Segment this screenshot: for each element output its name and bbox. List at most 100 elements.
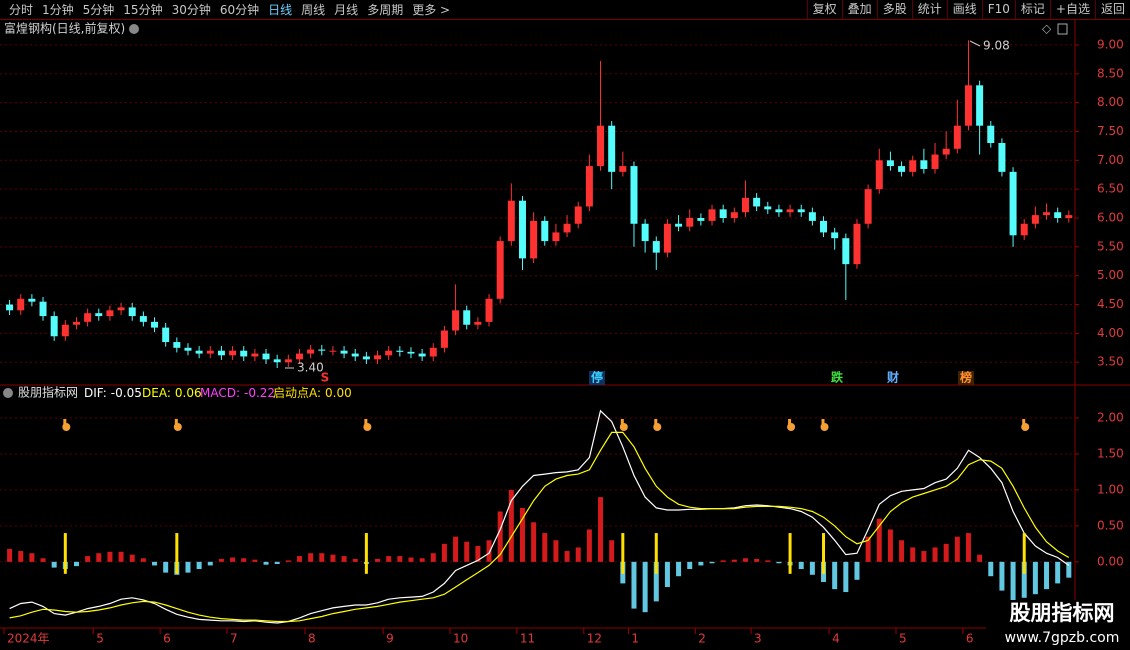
tool-button[interactable]: 统计 xyxy=(911,0,947,19)
period-tab[interactable]: 15分钟 xyxy=(123,3,163,17)
hand-palm xyxy=(820,423,829,431)
tool-button[interactable]: 多股 xyxy=(876,0,912,19)
macd-bar xyxy=(96,553,102,562)
macd-bar xyxy=(687,561,693,570)
pane-icon: ◇ xyxy=(1042,22,1052,36)
candle-body xyxy=(541,220,549,242)
event-badge xyxy=(589,371,605,385)
tool-button[interactable]: 叠加 xyxy=(841,0,877,19)
period-tab[interactable]: 周线 xyxy=(301,3,326,17)
candle-body xyxy=(6,304,14,311)
macd-bar xyxy=(664,561,670,588)
candle-body xyxy=(452,310,460,331)
candle-body xyxy=(652,241,660,253)
candle-body xyxy=(295,353,303,360)
y-tick-label: 6.00 xyxy=(1097,211,1124,225)
candle-body xyxy=(641,223,649,242)
y-tick-label: 0.50 xyxy=(1097,518,1124,532)
candle-body xyxy=(61,324,69,337)
candle-body xyxy=(697,218,705,221)
macd-bar xyxy=(107,551,113,562)
hand-palm xyxy=(173,423,182,431)
candle-body xyxy=(173,342,181,348)
macd-bar xyxy=(7,548,13,562)
tool-button[interactable]: 返回 xyxy=(1094,0,1130,19)
macd-bar xyxy=(731,559,737,562)
hand-palm xyxy=(787,423,796,431)
event-marker: S xyxy=(321,371,330,385)
macd-bar xyxy=(274,561,280,564)
signal-bar xyxy=(788,533,792,574)
signal-icon xyxy=(787,419,796,431)
signal-bar xyxy=(63,533,67,574)
signal-bar xyxy=(364,533,368,574)
event-marker: 停 xyxy=(591,370,603,385)
macd-bar xyxy=(1044,561,1050,590)
period-tab[interactable]: 更多 > xyxy=(412,3,451,17)
legend-value: -0.05 xyxy=(111,386,142,400)
signal-icon xyxy=(619,419,628,431)
event-badge xyxy=(958,371,974,385)
period-tab[interactable]: 60分钟 xyxy=(219,3,260,17)
candle-body xyxy=(1009,171,1017,236)
signal-bar xyxy=(175,533,179,574)
y-tick-label: 7.00 xyxy=(1097,153,1124,167)
y-tick-label: 1.00 xyxy=(1097,482,1124,496)
y-tick-label: 0.00 xyxy=(1097,554,1124,568)
hand-palm xyxy=(62,423,71,431)
legend-value: 0.06 xyxy=(175,386,202,400)
tool-button[interactable]: 标记 xyxy=(1014,0,1050,19)
candle-body xyxy=(764,206,772,210)
tool-button[interactable]: +自选 xyxy=(1049,0,1095,19)
period-tab[interactable]: 5分钟 xyxy=(82,3,115,17)
y-tick-label: 6.50 xyxy=(1097,182,1124,196)
candle-body xyxy=(1043,212,1051,216)
candle-body xyxy=(864,189,872,224)
event-marker: 财 xyxy=(886,370,899,385)
candle-body xyxy=(976,85,984,126)
candle-body xyxy=(251,353,259,357)
candle-body xyxy=(563,223,571,233)
tool-button[interactable]: 画线 xyxy=(946,0,982,19)
x-tick-label: 2024年 xyxy=(7,632,50,646)
macd-bar xyxy=(899,540,905,562)
macd-bar xyxy=(1021,561,1027,598)
candle-body xyxy=(619,166,627,172)
period-tab[interactable]: 日线 xyxy=(268,3,293,17)
candle-body xyxy=(39,301,47,317)
x-tick-label: 8 xyxy=(308,632,316,646)
tool-button[interactable]: 复权 xyxy=(806,0,842,19)
candle-body xyxy=(240,350,248,357)
macd-bar xyxy=(865,536,871,562)
legend-value: 0.00 xyxy=(325,386,352,400)
candle-body xyxy=(273,359,281,363)
candle-body xyxy=(117,307,125,311)
macd-bar xyxy=(453,536,459,562)
legend-item: MACD: -0.22 xyxy=(200,386,275,400)
candle-body xyxy=(139,316,147,322)
candle-body xyxy=(340,350,348,354)
period-tab[interactable]: 分时 xyxy=(9,3,34,17)
macd-bar xyxy=(876,518,882,562)
macd-bar xyxy=(742,558,748,562)
period-tab[interactable]: 多周期 xyxy=(367,3,404,17)
macd-bar xyxy=(252,559,258,562)
tool-button[interactable]: F10 xyxy=(981,0,1015,19)
macd-bar xyxy=(709,561,715,564)
candle-body xyxy=(374,355,382,360)
candle-body xyxy=(931,154,939,169)
candle-body xyxy=(741,197,749,213)
period-tab[interactable]: 月线 xyxy=(334,3,359,17)
macd-bar xyxy=(564,551,570,562)
macd-bar xyxy=(441,543,447,562)
legend-name: 启动点A: xyxy=(273,386,321,400)
period-tab[interactable]: 30分钟 xyxy=(171,3,211,17)
macd-bar xyxy=(475,546,481,562)
macd-bar xyxy=(999,561,1005,591)
candle-body xyxy=(106,310,114,317)
legend-value: -0.22 xyxy=(244,386,275,400)
period-tab[interactable]: 1分钟 xyxy=(42,3,74,17)
hand-finger xyxy=(364,419,368,425)
x-tick-label: 11 xyxy=(520,632,535,646)
macd-bar xyxy=(653,561,659,602)
